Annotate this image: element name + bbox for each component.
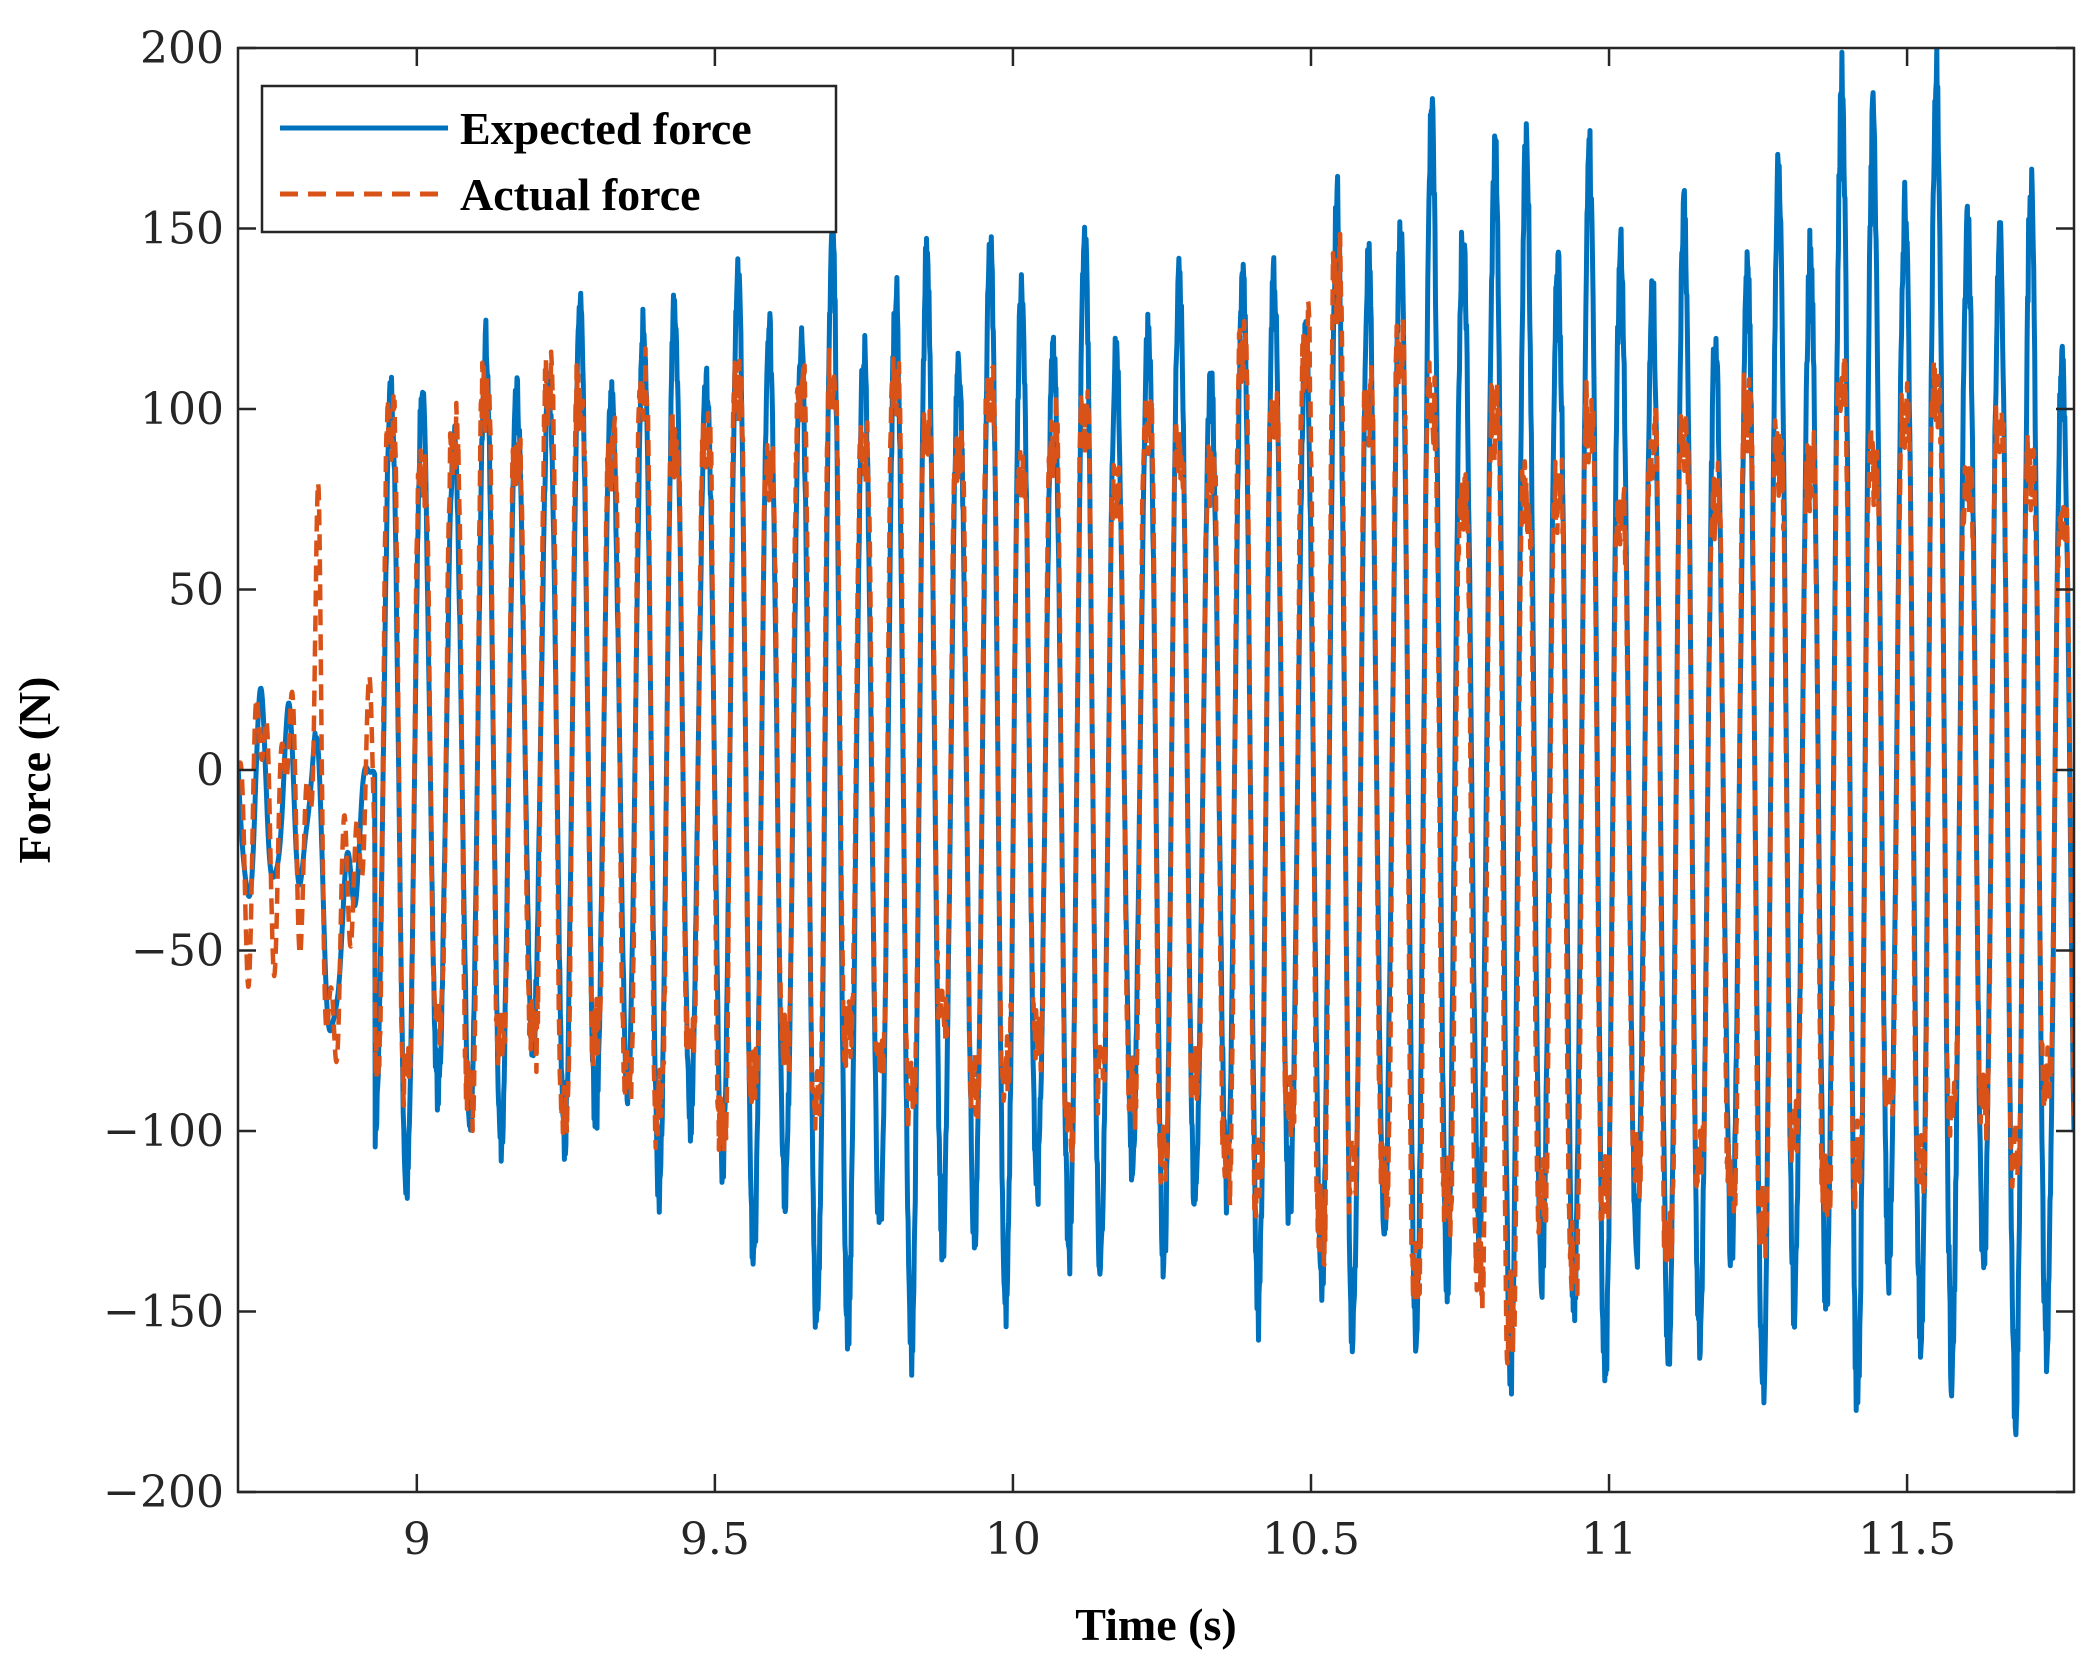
x-tick-label: 11 [1581, 1514, 1637, 1565]
y-tick-label: −100 [103, 1106, 224, 1157]
x-axis-label: Time (s) [1075, 1599, 1236, 1650]
legend-box [260, 84, 838, 234]
y-tick-label: −200 [103, 1467, 224, 1518]
ticks-layer: 9 9.5 10 10.5 11 11.5 −200 −150 −100 −50 0 50 100 150… [103, 23, 2074, 1565]
x-tick-label: 10.5 [1262, 1514, 1360, 1565]
legend-label-actual-force: Actual force [460, 169, 701, 220]
legend: Expected force Actual force [260, 84, 838, 234]
y-tick-label: 100 [140, 384, 224, 435]
y-tick-label: 50 [168, 565, 224, 616]
y-tick-label: 200 [140, 23, 224, 74]
y-tick-label: −150 [103, 1287, 224, 1338]
x-tick-label: 9 [403, 1514, 431, 1565]
legend-label-expected-force: Expected force [460, 103, 752, 154]
y-tick-label: 0 [196, 745, 224, 796]
series-layer [238, 48, 2074, 1438]
y-tick-label: −50 [131, 926, 224, 977]
x-tick-label: 10 [985, 1514, 1041, 1565]
y-tick-label: 150 [140, 204, 224, 255]
series-line-actual-force [238, 231, 2074, 1366]
y-axis-label: Force (N) [9, 677, 60, 864]
x-tick-label: 11.5 [1858, 1514, 1956, 1565]
x-tick-label: 9.5 [680, 1514, 750, 1565]
